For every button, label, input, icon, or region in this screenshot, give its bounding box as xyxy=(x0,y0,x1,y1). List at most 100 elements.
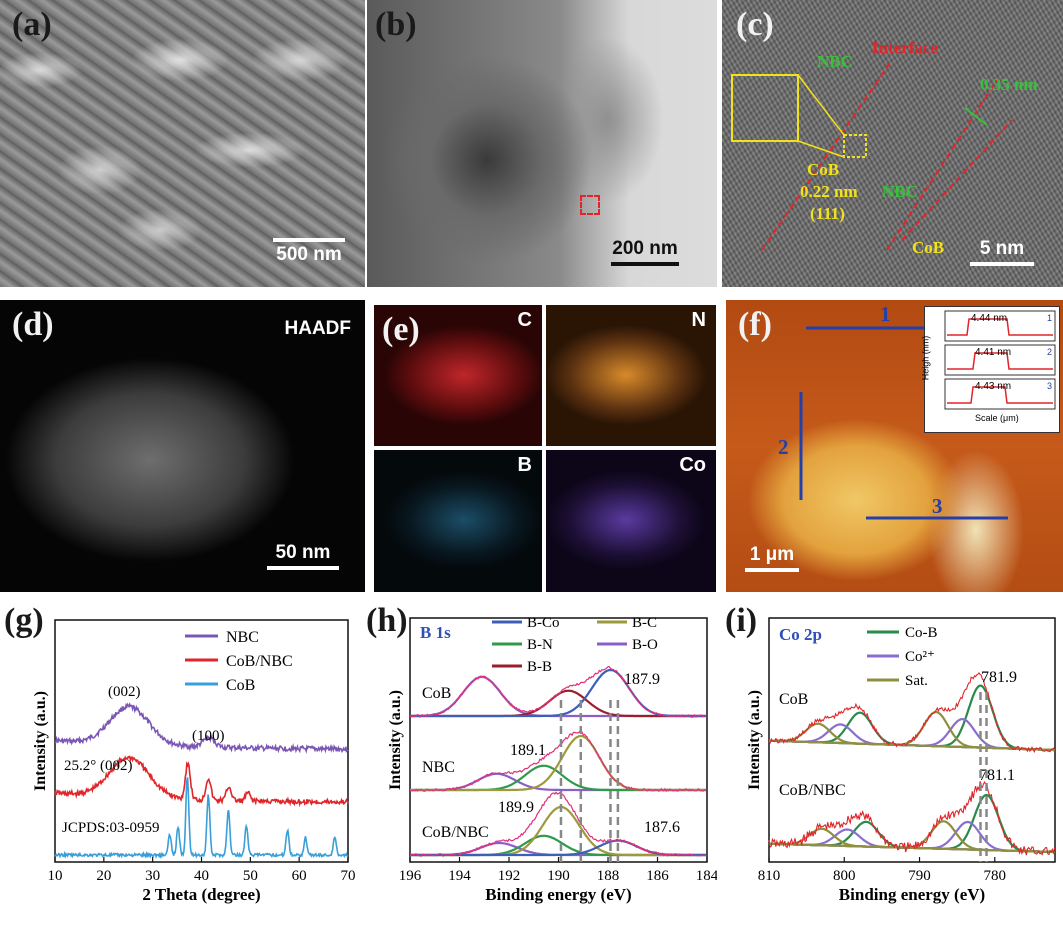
legend-entry: B-B xyxy=(527,659,552,675)
legend-entry: Co-B xyxy=(905,625,938,641)
xrd-plot-svg: 10 20 30 40 50 60 70 2 Theta (degree) Intensity … xyxy=(32,619,356,904)
x-tick-label: 190 xyxy=(547,868,570,884)
x-tick-label: 186 xyxy=(646,868,669,884)
x-axis-title: Binding energy (eV) xyxy=(839,885,985,904)
x-tick-label: 188 xyxy=(597,868,620,884)
legend-entry: B-Co xyxy=(527,615,560,631)
nbc-pattern xyxy=(54,702,349,754)
legend-entry: Sat. xyxy=(905,673,928,689)
eds-map-co-label: Co xyxy=(679,454,706,476)
afm-inset-line-num-3: 3 xyxy=(1047,381,1053,391)
afm-inset-line-num-2: 2 xyxy=(1047,347,1053,357)
panel-b-label: (b) xyxy=(375,6,417,43)
legend-entry: B-N xyxy=(527,637,553,653)
panel-d-scale-label: 50 nm xyxy=(275,542,331,563)
afm-inset-plots xyxy=(944,310,1056,410)
panel-c-annotation-layer xyxy=(731,59,1013,251)
panel-b-selection-box xyxy=(580,195,600,215)
component-cob xyxy=(769,794,1055,854)
panel-b-scale-label: 200 nm xyxy=(612,238,678,259)
afm-line-1-label: 1 xyxy=(880,302,891,326)
component-bco xyxy=(410,668,706,718)
peak-label: 189.1 xyxy=(510,742,546,759)
panel-c-nbc-label-2: NBC xyxy=(882,182,918,201)
panel-c-spacing-022: 0.22 nm xyxy=(800,182,858,201)
panel-a-sem-image: (a) 500 nm xyxy=(0,0,365,287)
x-tick-label: 790 xyxy=(908,868,931,884)
panel-c-nbc-label-1: NBC xyxy=(817,52,853,71)
x-tick-label: 50 xyxy=(243,868,258,884)
panel-a-scale-bar: 500 nm xyxy=(268,238,350,266)
peak-label: 781.1 xyxy=(979,767,1015,784)
panel-f-label: (f) xyxy=(738,306,772,343)
x-axis-title: Binding energy (eV) xyxy=(485,885,631,904)
eds-map-co: Co xyxy=(546,450,716,592)
y-axis-title: Intensity (a.u.) xyxy=(387,690,404,790)
panel-i-co2p-chart: (i) 810 800 790 780 Binding energy (eV) Inten… xyxy=(717,600,1063,936)
panel-c-spacing-035: 0.35 nm xyxy=(980,75,1038,94)
component-bo xyxy=(410,772,706,792)
eds-map-n: N xyxy=(546,305,716,446)
afm-line-2-label: 2 xyxy=(778,435,789,459)
peak-label: 187.9 xyxy=(624,671,660,688)
panel-c-interface-label: Interface xyxy=(872,38,939,57)
panel-c-plane-label: (111) xyxy=(810,204,845,223)
measured-spectrum xyxy=(409,730,706,793)
annotation-100: (100) xyxy=(192,728,225,744)
x-tick-label: 184 xyxy=(696,868,717,884)
annotation-002: (002) xyxy=(108,684,141,700)
x-tick-label: 30 xyxy=(145,868,160,884)
legend-entry: B-C xyxy=(632,615,657,631)
eds-map-b-label: B xyxy=(517,454,532,476)
afm-inset-line-num-1: 1 xyxy=(1047,313,1053,323)
afm-inset-ylabel: Heigh (nm) xyxy=(920,335,931,381)
afm-line-3-label: 3 xyxy=(932,494,943,518)
measured-spectrum xyxy=(768,781,1056,856)
panel-d-haadf-image: (d) HAADF 50 nm xyxy=(0,300,365,592)
eds-map-c: C xyxy=(374,305,542,446)
panel-e-label: (e) xyxy=(382,311,420,348)
y-axis-title: Intensity (a.u.) xyxy=(32,691,49,791)
eds-map-n-label: N xyxy=(691,309,706,331)
sample-label: CoB xyxy=(779,691,808,708)
x-tick-label: 196 xyxy=(399,868,422,884)
afm-inset-xlabel: Scale (μm) xyxy=(975,413,1019,423)
y-axis-title: Intensity (a.u.) xyxy=(746,690,763,790)
component-bco xyxy=(410,839,706,857)
panel-c-label: (c) xyxy=(736,6,774,43)
peak-label: 187.6 xyxy=(644,819,680,836)
x-tick-label: 20 xyxy=(96,868,111,884)
chart-title-b1s: B 1s xyxy=(420,623,451,642)
x-tick-label: 194 xyxy=(448,868,471,884)
sample-label: CoB/NBC xyxy=(422,824,489,841)
panel-b-tem-image: (b) 200 nm xyxy=(367,0,717,287)
chart-title-co2p: Co 2p xyxy=(779,625,822,644)
measured-spectrum xyxy=(409,791,706,857)
afm-inset-height-3: 4.43 nm xyxy=(975,381,1012,392)
b1s-plot-svg: 196 194 192 190 188 186 184 Binding energy (eV)… xyxy=(387,615,717,904)
panel-e-eds-maps: C N B Co (e) xyxy=(374,305,716,592)
afm-inset: 4.44 nm 4.41 nm 4.43 nm 1 2 3 Scale (μm)… xyxy=(920,306,1060,433)
cob-pattern xyxy=(54,777,349,859)
annotation-25-2-002: 25.2° (002) xyxy=(64,758,133,774)
x-tick-label: 800 xyxy=(833,868,856,884)
peak-label: 781.9 xyxy=(981,669,1017,686)
panel-d-mode-label: HAADF xyxy=(284,318,352,339)
panel-c-hrtem-image: (c) NBC Interface 0.35 nm CoB 0.22 nm (1… xyxy=(722,0,1063,287)
panel-f-line-layer xyxy=(799,326,1008,520)
measured-spectrum xyxy=(409,665,706,719)
sample-label: CoB xyxy=(422,685,451,702)
x-axis-title: 2 Theta (degree) xyxy=(142,885,260,904)
panel-a-label: (a) xyxy=(12,6,52,43)
x-tick-label: 10 xyxy=(48,868,63,884)
afm-inset-height-1: 4.44 nm xyxy=(971,313,1008,324)
x-tick-label: 70 xyxy=(341,868,356,884)
sample-label: CoB/NBC xyxy=(779,782,846,799)
sample-label: NBC xyxy=(422,759,455,776)
panel-b-scale-bar: 200 nm xyxy=(600,238,690,268)
x-tick-label: 40 xyxy=(194,868,209,884)
panel-f-scale-bar: 1 μm xyxy=(740,544,804,574)
legend-entry: CoB xyxy=(226,677,255,694)
panel-f-scale-label: 1 μm xyxy=(749,544,795,565)
